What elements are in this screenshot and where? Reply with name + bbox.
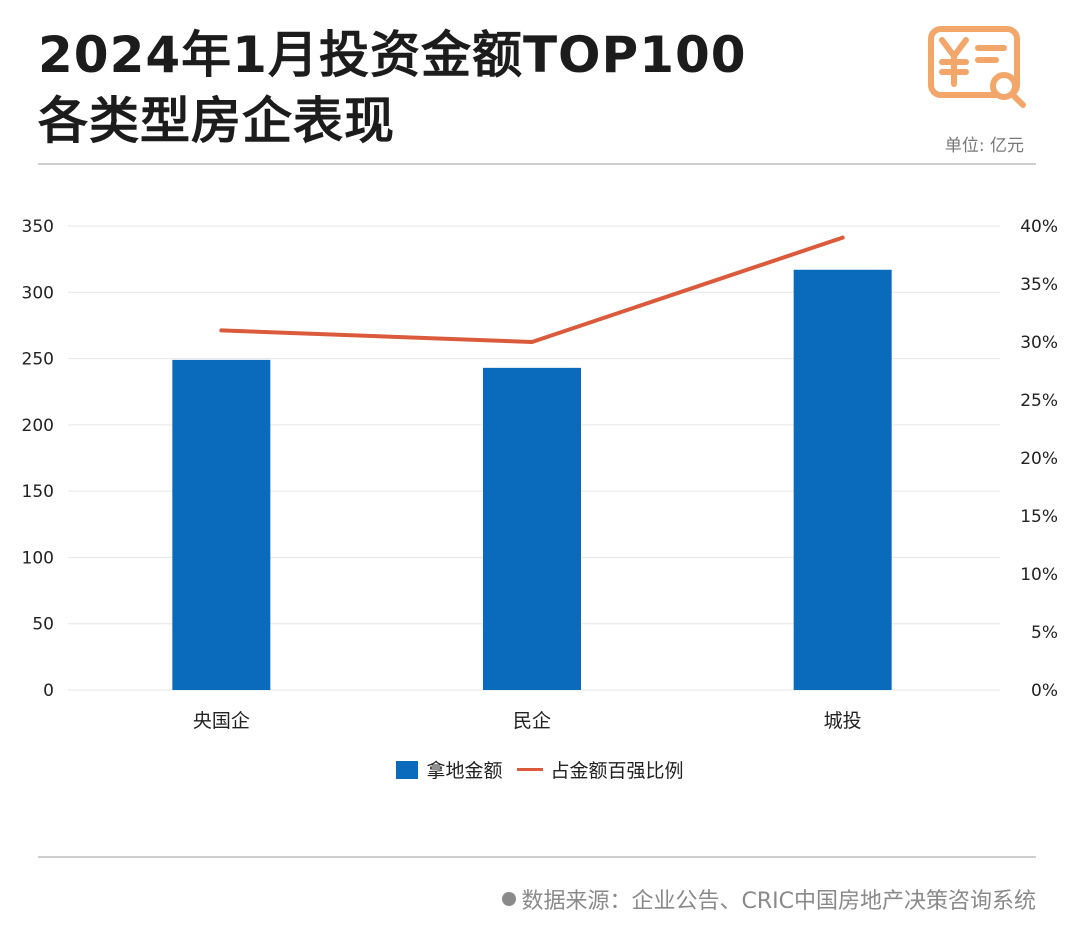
y-right-tick-label: 5% bbox=[1031, 623, 1058, 643]
legend-item-line: 占金额百强比例 bbox=[516, 756, 684, 783]
series-line bbox=[219, 235, 845, 344]
page-title-line-1: 2024年1月投资金额TOP100 bbox=[38, 26, 747, 84]
y-right-tick-label: 30% bbox=[1020, 333, 1058, 353]
y-left-tick-label: 150 bbox=[22, 482, 54, 502]
y-right-tick-label: 40% bbox=[1020, 217, 1058, 237]
page-title-line-2: 各类型房企表现 bbox=[38, 92, 395, 150]
yuan-document-search-icon bbox=[928, 26, 1026, 108]
chart-legend: 拿地金额 占金额百强比例 bbox=[0, 756, 1080, 783]
y-left-tick-label: 0 bbox=[43, 681, 54, 701]
y-left-tick-label: 100 bbox=[22, 548, 54, 568]
y-left-tick-label: 250 bbox=[22, 350, 54, 370]
footer-divider bbox=[38, 856, 1036, 858]
unit-label: 单位: 亿元 bbox=[944, 136, 1024, 156]
y-right-tick-label: 15% bbox=[1020, 507, 1058, 527]
bar bbox=[483, 367, 581, 690]
source-text: 数据来源：企业公告、CRIC中国房地产决策咨询系统 bbox=[521, 889, 1037, 914]
header-divider bbox=[38, 163, 1036, 165]
y-right-tick-label: 0% bbox=[1031, 681, 1058, 701]
y-right-tick-label: 35% bbox=[1020, 275, 1058, 295]
legend-label-line: 占金额百强比例 bbox=[550, 760, 684, 782]
legend-swatch-bar bbox=[396, 760, 419, 779]
y-left-tick-label: 50 bbox=[32, 615, 54, 635]
x-category-label: 央国企 bbox=[193, 710, 250, 732]
x-category-label: 城投 bbox=[824, 710, 862, 732]
bar bbox=[172, 359, 271, 690]
y-left-tick-label: 300 bbox=[22, 283, 54, 303]
x-category-label: 民企 bbox=[513, 710, 551, 732]
legend-label-bar: 拿地金额 bbox=[426, 760, 503, 782]
legend-swatch-line bbox=[516, 768, 543, 771]
y-right-tick-label: 10% bbox=[1020, 565, 1058, 585]
y-right-tick-label: 20% bbox=[1020, 449, 1058, 469]
y-left-tick-label: 200 bbox=[22, 416, 54, 436]
y-left-tick-label: 350 bbox=[22, 217, 54, 237]
y-right-tick-label: 25% bbox=[1020, 391, 1058, 411]
source-note: 数据来源：企业公告、CRIC中国房地产决策咨询系统 bbox=[501, 883, 1037, 915]
bar bbox=[793, 269, 892, 690]
legend-item-bar: 拿地金额 bbox=[396, 756, 503, 783]
bullet-icon bbox=[501, 892, 516, 906]
